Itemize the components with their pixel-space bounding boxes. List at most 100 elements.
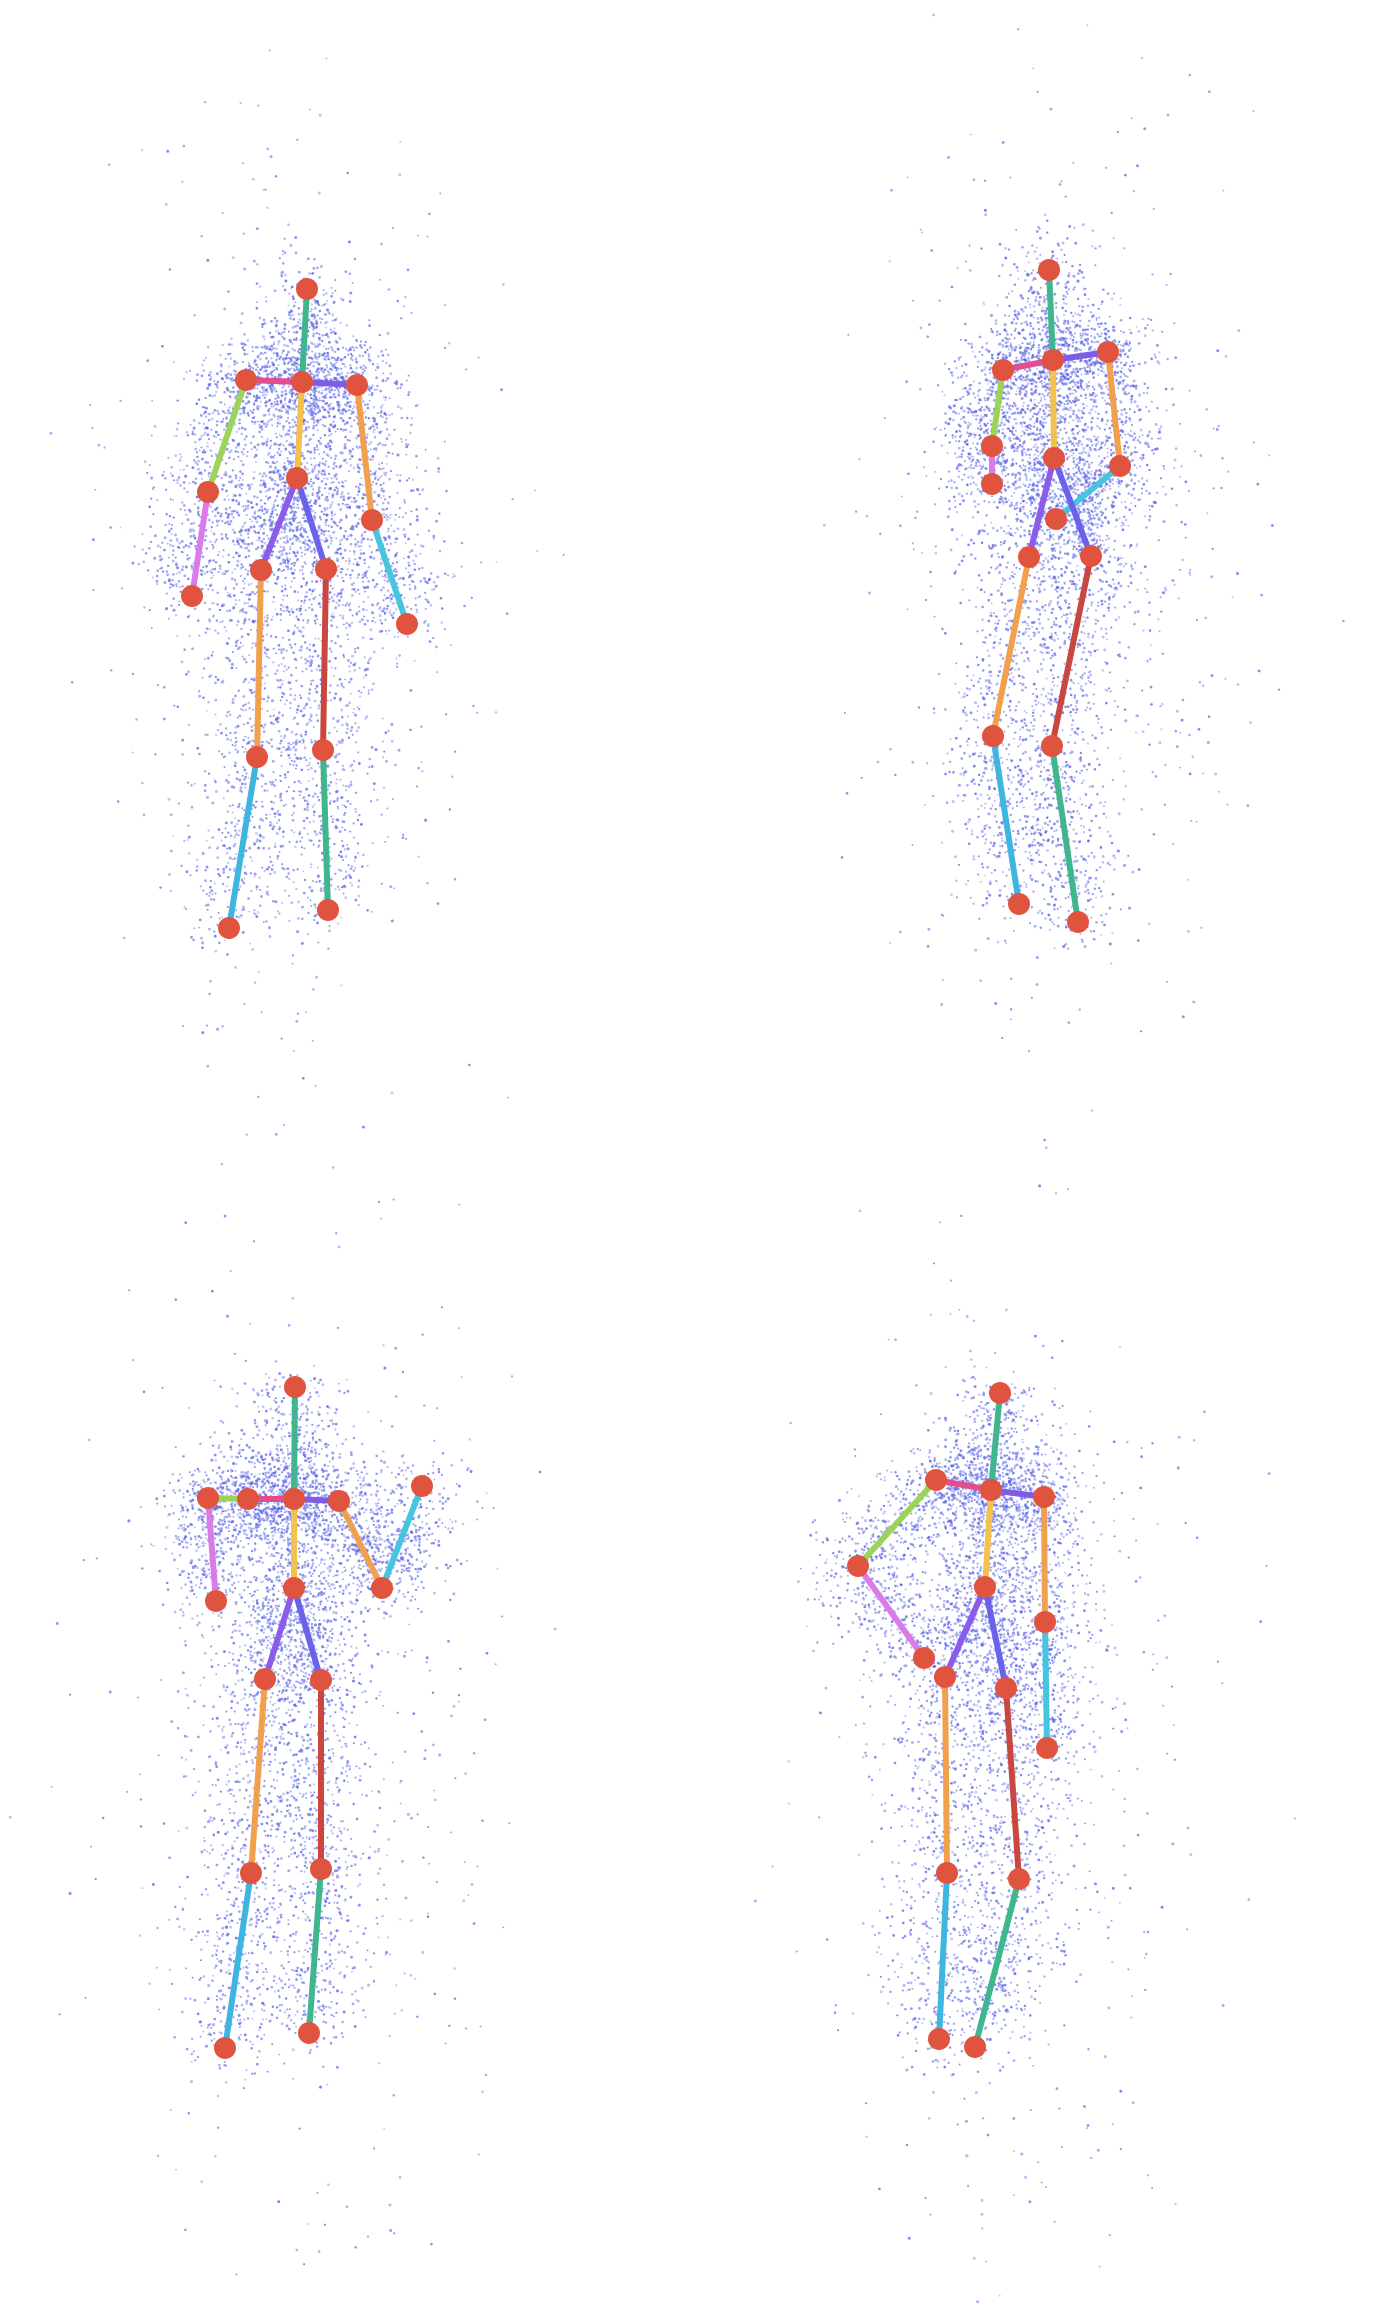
cloud-point <box>335 601 338 605</box>
cloud-point <box>330 650 333 653</box>
cloud-point <box>310 308 313 311</box>
cloud-point <box>406 268 410 272</box>
cloud-point <box>336 490 339 493</box>
cloud-point <box>311 488 315 491</box>
cloud-point <box>346 438 350 442</box>
cloud-point <box>244 568 247 571</box>
cloud-point <box>334 692 338 696</box>
cloud-point <box>352 759 356 763</box>
cloud-point <box>201 676 204 679</box>
cloud-point <box>188 852 191 855</box>
cloud-point <box>290 673 293 677</box>
cloud-point <box>336 574 339 578</box>
cloud-point <box>228 365 231 368</box>
cloud-point <box>274 608 277 611</box>
cloud-point <box>191 528 194 531</box>
cloud-point <box>251 177 255 181</box>
cloud-point <box>234 644 238 648</box>
cloud-point <box>253 456 256 459</box>
cloud-point <box>285 668 288 671</box>
cloud-point <box>416 785 419 788</box>
cloud-point <box>276 514 279 517</box>
cloud-point <box>385 513 388 516</box>
cloud-point <box>286 558 289 561</box>
cloud-point <box>390 739 394 743</box>
cloud-point <box>314 906 317 909</box>
cloud-point <box>247 740 251 744</box>
cloud-point <box>311 655 314 658</box>
cloud-point <box>304 595 307 599</box>
cloud-point <box>370 765 374 769</box>
cloud-point <box>315 370 318 374</box>
cloud-point <box>319 828 323 831</box>
cloud-point <box>307 539 311 543</box>
cloud-point <box>284 273 287 277</box>
cloud-point <box>380 350 384 353</box>
cloud-point <box>282 692 286 696</box>
cloud-point <box>298 318 301 321</box>
cloud-point <box>325 57 328 60</box>
cloud-point <box>282 285 284 288</box>
cloud-point <box>377 467 381 471</box>
cloud-point <box>197 398 201 401</box>
cloud-point <box>213 602 215 605</box>
cloud-point <box>328 439 332 443</box>
cloud-point <box>212 545 215 548</box>
cloud-point <box>311 795 315 798</box>
cloud-point <box>313 313 316 316</box>
cloud-point <box>358 354 361 357</box>
cloud-point <box>304 467 307 470</box>
cloud-point <box>248 910 251 913</box>
cloud-point <box>318 504 322 508</box>
cloud-point <box>281 866 284 870</box>
cloud-point <box>277 403 280 406</box>
cloud-point <box>187 544 190 548</box>
cloud-point <box>426 235 429 238</box>
cloud-point <box>308 471 311 475</box>
cloud-point <box>174 533 177 537</box>
cloud-point <box>255 520 259 524</box>
cloud-point <box>284 397 287 400</box>
cloud-point <box>243 267 247 271</box>
cloud-point <box>247 777 250 780</box>
cloud-point <box>232 804 234 807</box>
cloud-point <box>443 572 447 575</box>
cloud-point <box>295 1019 299 1023</box>
cloud-point <box>256 369 260 373</box>
cloud-point <box>215 519 218 522</box>
cloud-point <box>310 659 314 662</box>
cloud-point <box>379 389 383 393</box>
cloud-point <box>351 281 354 284</box>
cloud-point <box>370 603 374 607</box>
cloud-point <box>302 422 306 426</box>
cloud-point <box>302 706 306 710</box>
cloud-point <box>355 366 359 370</box>
cloud-point <box>300 853 303 856</box>
cloud-point <box>289 511 292 514</box>
cloud-point <box>169 889 172 893</box>
cloud-point <box>171 553 174 556</box>
cloud-point <box>279 608 282 611</box>
cloud-point <box>229 595 232 599</box>
cloud-point <box>288 421 291 425</box>
cloud-point <box>344 678 347 681</box>
cloud-point <box>302 635 305 638</box>
cloud-point <box>224 585 227 588</box>
cloud-point <box>374 422 378 426</box>
cloud-point <box>330 537 333 540</box>
point-cloud-skeleton-top-left <box>49 49 565 1136</box>
cloud-point <box>344 375 348 378</box>
cloud-point <box>224 827 227 830</box>
cloud-point <box>265 390 269 394</box>
cloud-point <box>251 346 254 349</box>
cloud-point <box>358 605 360 608</box>
cloud-point <box>310 410 314 413</box>
cloud-point <box>294 845 297 848</box>
cloud-point <box>206 386 210 390</box>
cloud-point <box>201 941 205 945</box>
cloud-point <box>309 899 312 902</box>
cloud-point <box>275 821 279 825</box>
cloud-point <box>175 585 178 588</box>
cloud-point <box>352 496 356 500</box>
cloud-point <box>312 726 315 729</box>
